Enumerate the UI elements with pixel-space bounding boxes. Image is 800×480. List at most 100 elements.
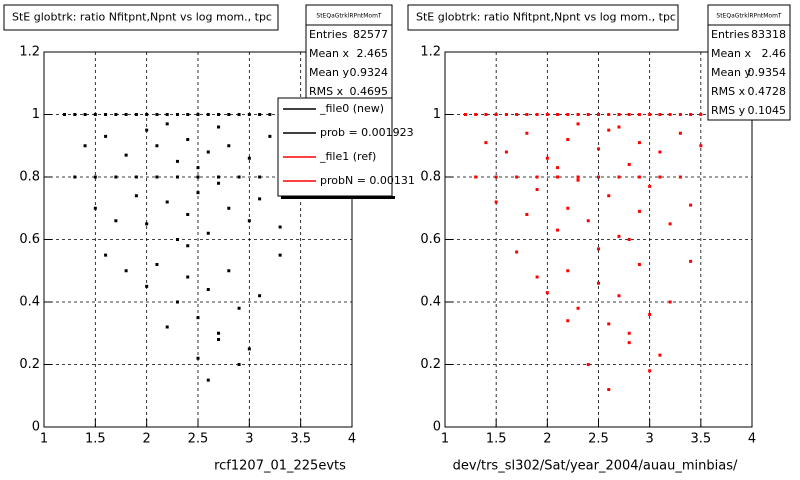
point bbox=[134, 175, 138, 179]
point bbox=[227, 269, 231, 273]
point bbox=[227, 144, 231, 148]
point bbox=[155, 144, 159, 148]
point bbox=[227, 113, 231, 116]
point bbox=[278, 225, 282, 229]
point bbox=[566, 206, 570, 210]
x-tick-label: 1 bbox=[40, 432, 48, 447]
y-tick-label: 0.2 bbox=[420, 357, 441, 372]
title-box bbox=[407, 4, 679, 31]
point bbox=[545, 156, 549, 160]
stats-value: 2.465 bbox=[357, 47, 389, 60]
point bbox=[145, 128, 149, 132]
footer: dev/trs_sl302/Sat/year_2004/auau_minbias… bbox=[453, 459, 738, 474]
stats-label: Mean y bbox=[309, 66, 349, 79]
point bbox=[586, 363, 590, 366]
point bbox=[627, 331, 631, 335]
x-tick-label: 2 bbox=[543, 432, 551, 447]
point bbox=[637, 175, 641, 179]
point bbox=[637, 263, 641, 266]
stats-value: 2.46 bbox=[762, 47, 787, 60]
y-tick-label: 1 bbox=[433, 107, 441, 122]
point bbox=[525, 213, 529, 216]
point bbox=[648, 184, 652, 188]
y-tick-label: 0.2 bbox=[19, 357, 40, 372]
point bbox=[258, 175, 262, 179]
point bbox=[678, 175, 682, 179]
point bbox=[196, 175, 200, 179]
stats-value: 0.4728 bbox=[748, 85, 787, 98]
point bbox=[165, 200, 169, 204]
point bbox=[124, 113, 128, 116]
point bbox=[237, 175, 241, 179]
point bbox=[556, 113, 560, 116]
point bbox=[175, 238, 179, 241]
point bbox=[484, 113, 488, 116]
point bbox=[597, 175, 600, 179]
point bbox=[525, 131, 529, 135]
point bbox=[134, 194, 138, 198]
point bbox=[566, 113, 570, 116]
y-tick-label: 0 bbox=[32, 420, 40, 435]
point bbox=[494, 113, 498, 116]
point bbox=[175, 300, 179, 304]
point bbox=[637, 209, 641, 213]
chart-title: StE globtrk: ratio Nfitpnt,Npnt vs log m… bbox=[416, 11, 676, 24]
point bbox=[258, 113, 262, 116]
x-tick-label: 3 bbox=[245, 432, 253, 447]
point bbox=[175, 175, 179, 179]
y-tick-label: 0.8 bbox=[420, 170, 441, 185]
y-tick-label: 1.2 bbox=[19, 45, 40, 60]
x-tick-label: 1 bbox=[441, 432, 449, 447]
stats-label: Entries bbox=[309, 28, 348, 41]
point bbox=[607, 128, 611, 132]
point bbox=[637, 113, 641, 116]
point bbox=[217, 125, 221, 129]
point bbox=[586, 219, 590, 223]
point bbox=[535, 188, 539, 191]
point bbox=[247, 347, 251, 351]
x-tick-label: 2.5 bbox=[188, 432, 209, 447]
point bbox=[535, 175, 539, 179]
point bbox=[83, 113, 87, 116]
point bbox=[206, 150, 210, 154]
point bbox=[217, 338, 221, 341]
point bbox=[607, 388, 611, 391]
x-tick-label: 1.5 bbox=[85, 432, 106, 447]
point bbox=[535, 275, 539, 279]
point bbox=[617, 175, 621, 179]
point bbox=[217, 181, 221, 185]
legend-label: probN = 0.00131 bbox=[320, 174, 415, 187]
point bbox=[515, 175, 519, 179]
point bbox=[658, 353, 662, 357]
point bbox=[556, 228, 560, 232]
point bbox=[73, 175, 77, 179]
point bbox=[576, 175, 580, 179]
point bbox=[648, 113, 652, 116]
point bbox=[268, 134, 272, 138]
point bbox=[93, 175, 97, 179]
point bbox=[566, 319, 570, 323]
point bbox=[114, 175, 118, 179]
x-tick-label: 2 bbox=[143, 432, 151, 447]
stats-value: 0.1045 bbox=[748, 104, 787, 117]
point bbox=[145, 284, 149, 288]
point bbox=[268, 113, 272, 116]
point bbox=[217, 175, 221, 179]
stats-label: Mean x bbox=[309, 47, 349, 60]
stats-value: 0.9324 bbox=[350, 66, 389, 79]
point bbox=[217, 113, 221, 116]
point bbox=[217, 331, 221, 335]
point bbox=[525, 113, 529, 116]
point bbox=[699, 144, 703, 148]
point bbox=[586, 113, 590, 116]
point bbox=[556, 166, 560, 170]
point bbox=[175, 159, 179, 163]
point bbox=[504, 113, 508, 116]
stats-label: Mean y bbox=[711, 66, 751, 79]
point bbox=[206, 378, 210, 382]
point bbox=[678, 131, 682, 135]
point bbox=[689, 113, 693, 116]
legend-box bbox=[277, 97, 393, 197]
y-tick-label: 0.4 bbox=[420, 295, 441, 310]
y-tick-label: 0.6 bbox=[19, 232, 40, 247]
